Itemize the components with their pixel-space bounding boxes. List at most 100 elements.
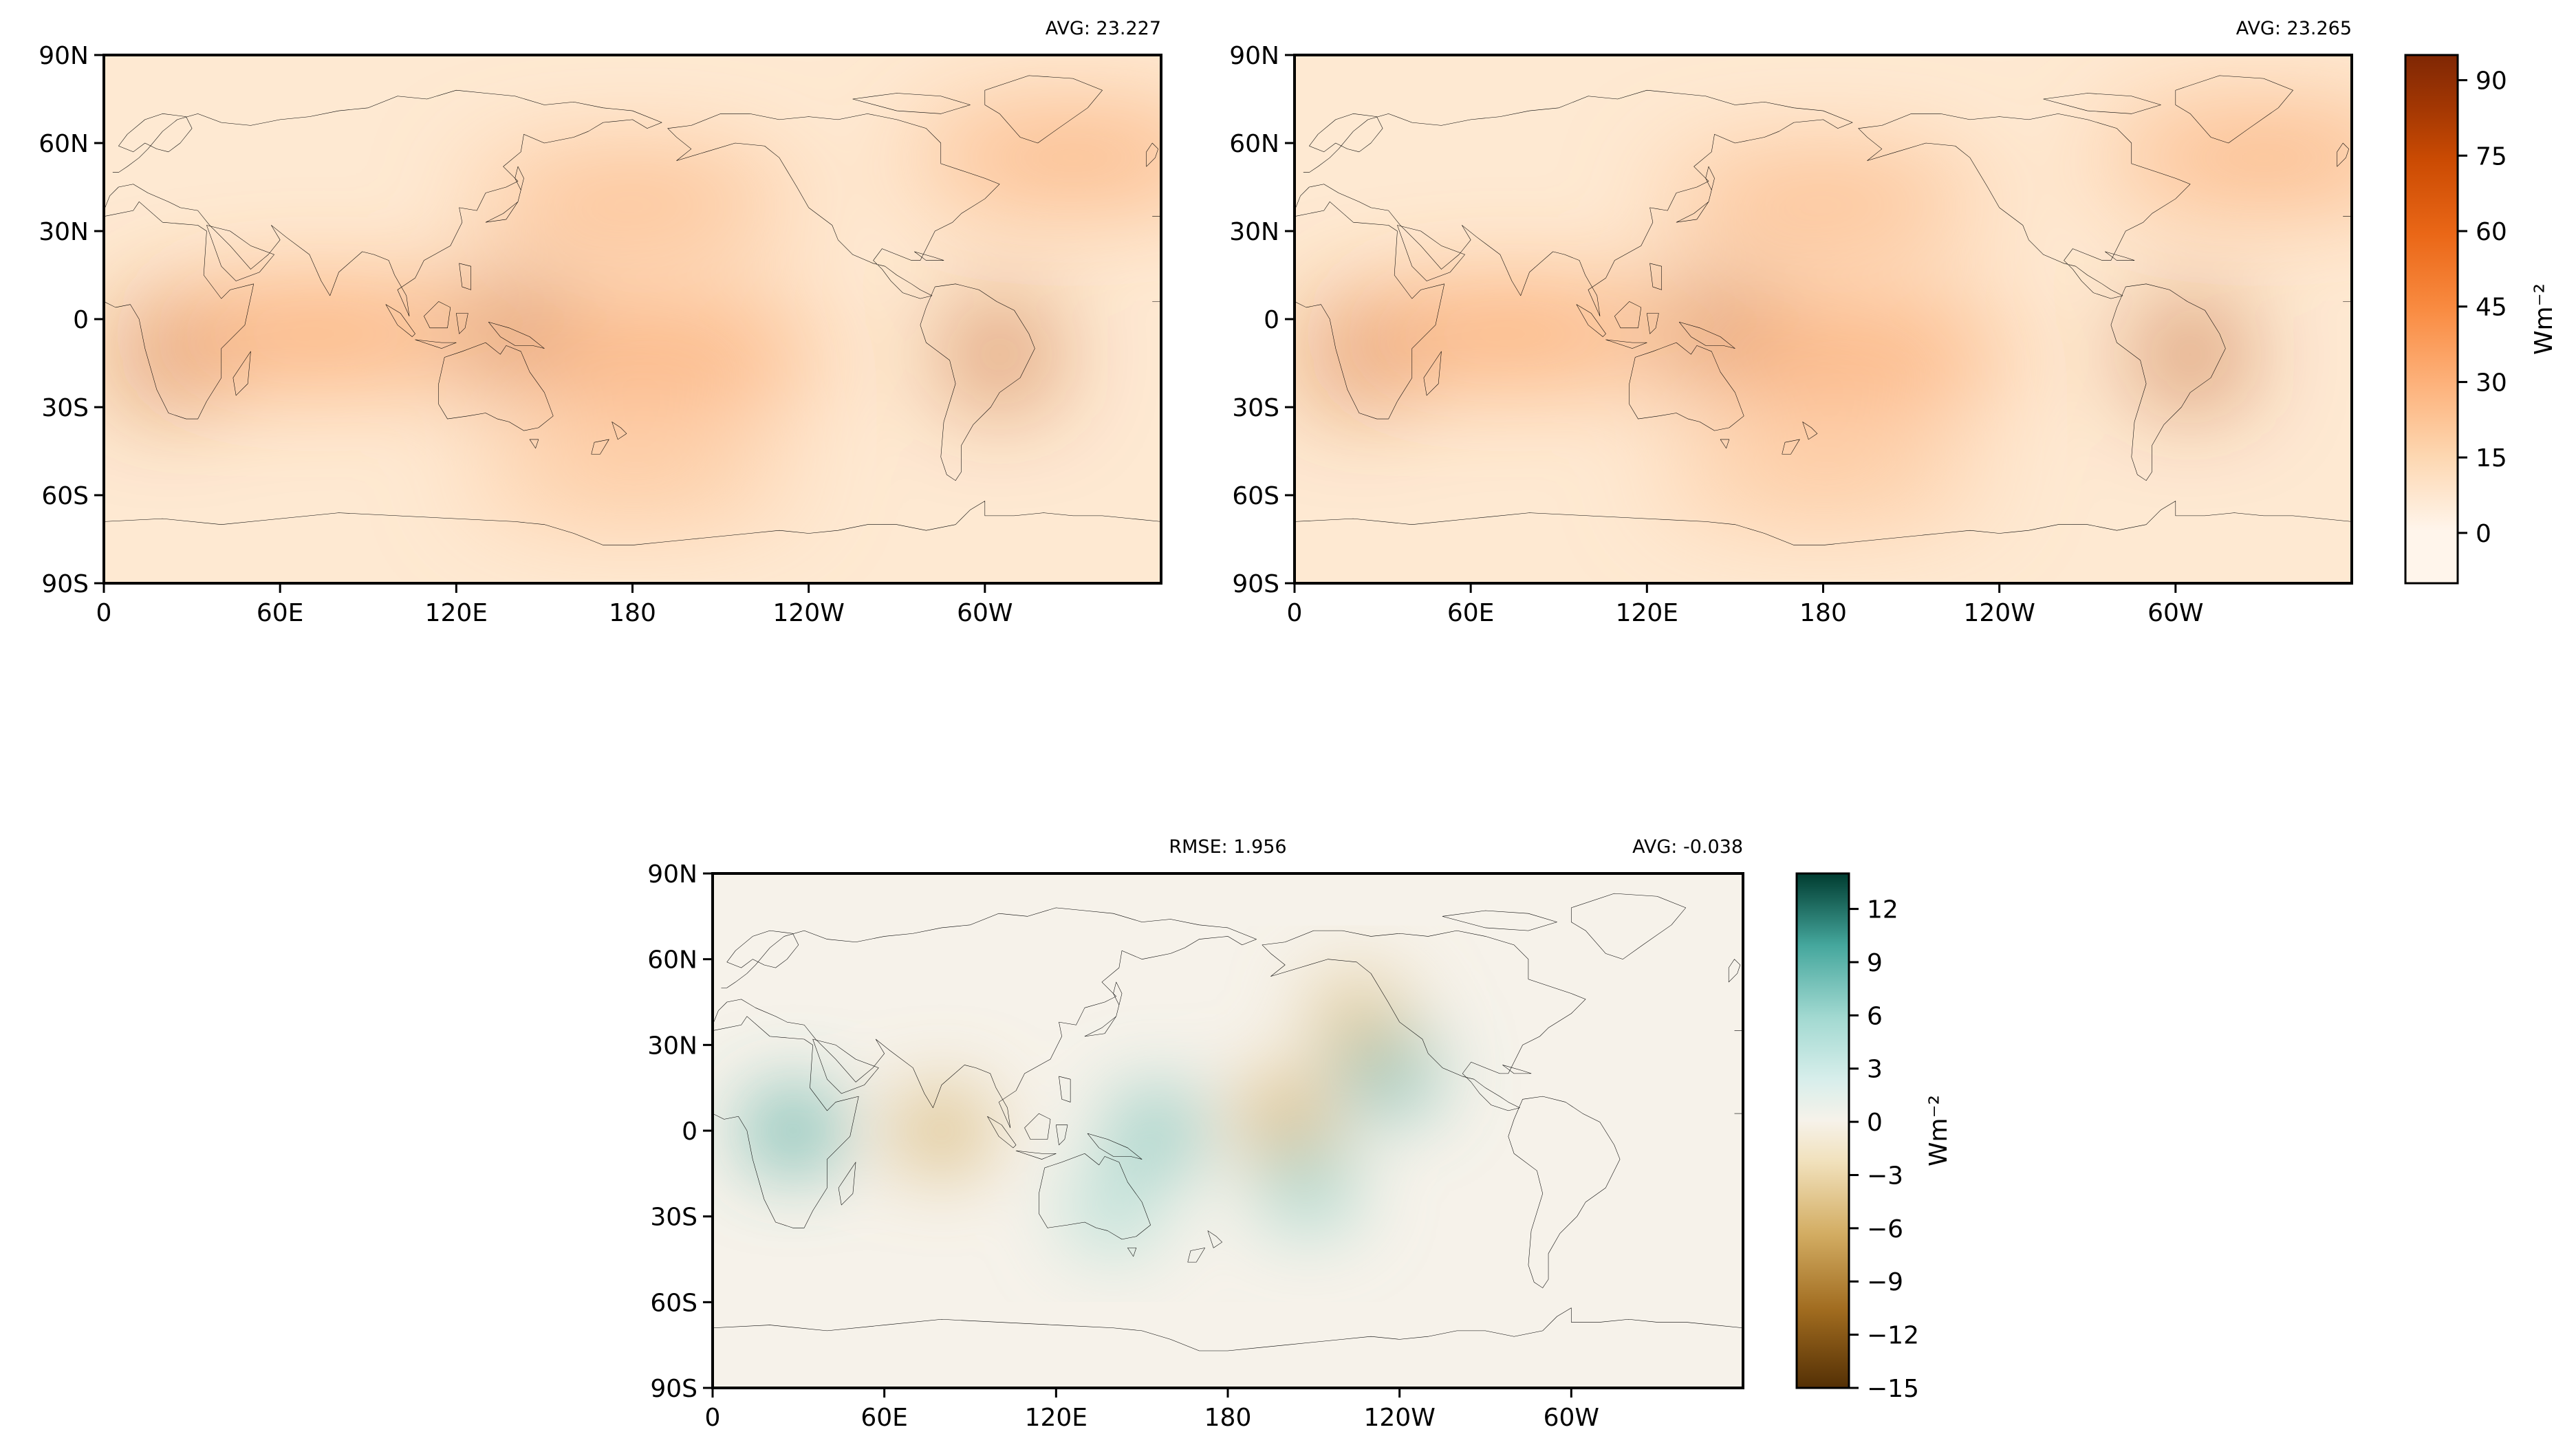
y-tick-label: 90N <box>647 860 697 889</box>
x-tick-label: 60W <box>2147 599 2203 627</box>
y-tick-label: 30N <box>1229 218 1279 246</box>
y-tick-label: 60N <box>39 130 89 158</box>
y-tick-label: 90S <box>41 570 89 598</box>
colorbar-tick-label: 45 <box>2476 294 2507 322</box>
y-tick-label: 0 <box>1264 306 1279 334</box>
field-feature <box>1661 169 1985 235</box>
field-feature <box>162 301 486 367</box>
colorbar-top-gradient <box>2404 54 2459 585</box>
field-feature <box>470 169 794 235</box>
panel-top-right-yticks: 90N 60N 30N 0 30S 60S 90S <box>1229 42 1295 598</box>
y-tick-label: 90N <box>39 42 89 70</box>
x-tick-label: 120W <box>1964 599 2035 627</box>
colorbar-bottom-ticks: 12 9 6 3 0 −3 −6 −9 −12 −15 <box>1849 896 1919 1403</box>
colorbar-tick-label: 9 <box>1867 949 1883 977</box>
x-tick-label: 60E <box>1447 599 1495 627</box>
x-tick-label: 0 <box>1287 599 1303 627</box>
colorbar-tick-label: 90 <box>2476 67 2507 96</box>
y-tick-label: 60S <box>650 1289 697 1317</box>
panel-top-left-avg: AVG: 23.227 <box>1046 18 1161 39</box>
field-feature <box>2102 125 2352 191</box>
colorbar-bottom-label: Wm⁻² <box>1925 1095 1953 1166</box>
colorbar-tick-label: 12 <box>1867 896 1898 924</box>
field-feature <box>1661 439 1985 504</box>
y-tick-label: 30N <box>647 1032 697 1060</box>
y-tick-label: 30S <box>41 394 89 422</box>
panel-top-right-avg: AVG: 23.265 <box>2236 18 2352 39</box>
colorbar-tick-label: 30 <box>2476 369 2507 397</box>
field-feature <box>1310 979 1403 1054</box>
y-tick-label: 60N <box>1229 130 1279 158</box>
colorbar-top: 90 75 60 45 30 15 0 Wm⁻² <box>2404 54 2558 585</box>
field-feature <box>1239 1079 1331 1154</box>
y-tick-label: 90N <box>1229 42 1279 70</box>
colorbar-top-label: Wm⁻² <box>2530 283 2558 355</box>
field-feature <box>1110 1093 1202 1169</box>
panel-top-left-yticks: 90N 60N 30N 0 30S 60S 90S <box>39 42 104 598</box>
panel-top-right: AVG: 23.265 0 60E 120E 180 120W 60W 90N 60N 30N… <box>1229 18 2353 627</box>
x-tick-label: 120W <box>1364 1404 1436 1432</box>
panel-bottom-field <box>713 873 1743 1388</box>
panel-bottom-avg: AVG: -0.038 <box>1632 836 1743 858</box>
colorbar-top-ticks: 90 75 60 45 30 15 0 <box>2458 67 2507 548</box>
x-tick-label: 60W <box>1544 1404 1599 1432</box>
panel-bottom: RMSE: 1.956 AVG: -0.038 0 60E 120E 180 120W 6… <box>647 836 1744 1432</box>
x-tick-label: 120E <box>1025 1404 1087 1432</box>
colorbar-bottom-gradient <box>1795 872 1850 1389</box>
colorbar-tick-label: 0 <box>2476 520 2491 548</box>
field-feature <box>1067 1173 1160 1248</box>
colorbar-tick-label: 3 <box>1867 1056 1883 1084</box>
colorbar-tick-label: −3 <box>1867 1162 1903 1190</box>
field-feature <box>500 322 824 387</box>
x-tick-label: 60E <box>861 1404 908 1432</box>
x-tick-label: 0 <box>705 1404 721 1432</box>
x-tick-label: 120W <box>773 599 845 627</box>
panel-top-left: AVG: 23.227 0 60E 120E 180 120W 60W 90N 60N 30N… <box>39 18 1162 627</box>
field-feature <box>1342 1036 1434 1111</box>
colorbar-tick-label: 15 <box>2476 444 2507 472</box>
panel-top-left-xticks: 0 60E 120E 180 120W 60W <box>96 583 1013 627</box>
y-tick-label: 60N <box>647 946 697 975</box>
x-tick-label: 180 <box>1799 599 1847 627</box>
colorbar-tick-label: 6 <box>1867 1002 1883 1030</box>
x-tick-label: 60W <box>957 599 1013 627</box>
colorbar-tick-label: −15 <box>1867 1375 1919 1403</box>
y-tick-label: 30S <box>1232 394 1279 422</box>
panel-bottom-yticks: 90N 60N 30N 0 30S 60S 90S <box>647 860 713 1403</box>
colorbar-tick-label: −12 <box>1867 1322 1919 1350</box>
x-tick-label: 0 <box>96 599 112 627</box>
y-tick-label: 90S <box>650 1375 697 1403</box>
colorbar-tick-label: 75 <box>2476 142 2507 171</box>
colorbar-tick-label: −9 <box>1867 1268 1903 1296</box>
colorbar-tick-label: 60 <box>2476 218 2507 246</box>
colorbar-tick-label: 0 <box>1867 1109 1883 1137</box>
field-background <box>713 873 1743 1388</box>
field-feature <box>1262 1151 1354 1226</box>
colorbar-bottom: 12 9 6 3 0 −3 −6 −9 −12 −15 Wm⁻² <box>1795 872 1953 1403</box>
y-tick-label: 30N <box>39 218 89 246</box>
y-tick-label: 60S <box>1232 482 1279 510</box>
field-feature <box>1353 301 1677 367</box>
x-tick-label: 60E <box>257 599 304 627</box>
y-tick-label: 90S <box>1232 570 1279 598</box>
x-tick-label: 180 <box>1204 1404 1252 1432</box>
panel-top-right-field <box>1295 55 2352 583</box>
field-feature <box>746 1093 839 1169</box>
y-tick-label: 0 <box>73 306 89 334</box>
field-feature <box>470 439 794 504</box>
field-feature <box>2143 316 2238 393</box>
x-tick-label: 180 <box>609 599 656 627</box>
field-feature <box>911 125 1161 191</box>
field-feature <box>952 316 1047 393</box>
y-tick-label: 30S <box>650 1204 697 1232</box>
colorbar-tick-label: −6 <box>1867 1215 1903 1243</box>
field-feature <box>1691 322 2015 387</box>
panel-top-right-xticks: 0 60E 120E 180 120W 60W <box>1287 583 2204 627</box>
x-tick-label: 120E <box>1616 599 1678 627</box>
y-tick-label: 60S <box>41 482 89 510</box>
panel-bottom-rmse: RMSE: 1.956 <box>1169 836 1286 858</box>
y-tick-label: 0 <box>682 1118 697 1146</box>
panel-top-left-field <box>104 55 1161 583</box>
field-feature <box>896 1093 988 1169</box>
